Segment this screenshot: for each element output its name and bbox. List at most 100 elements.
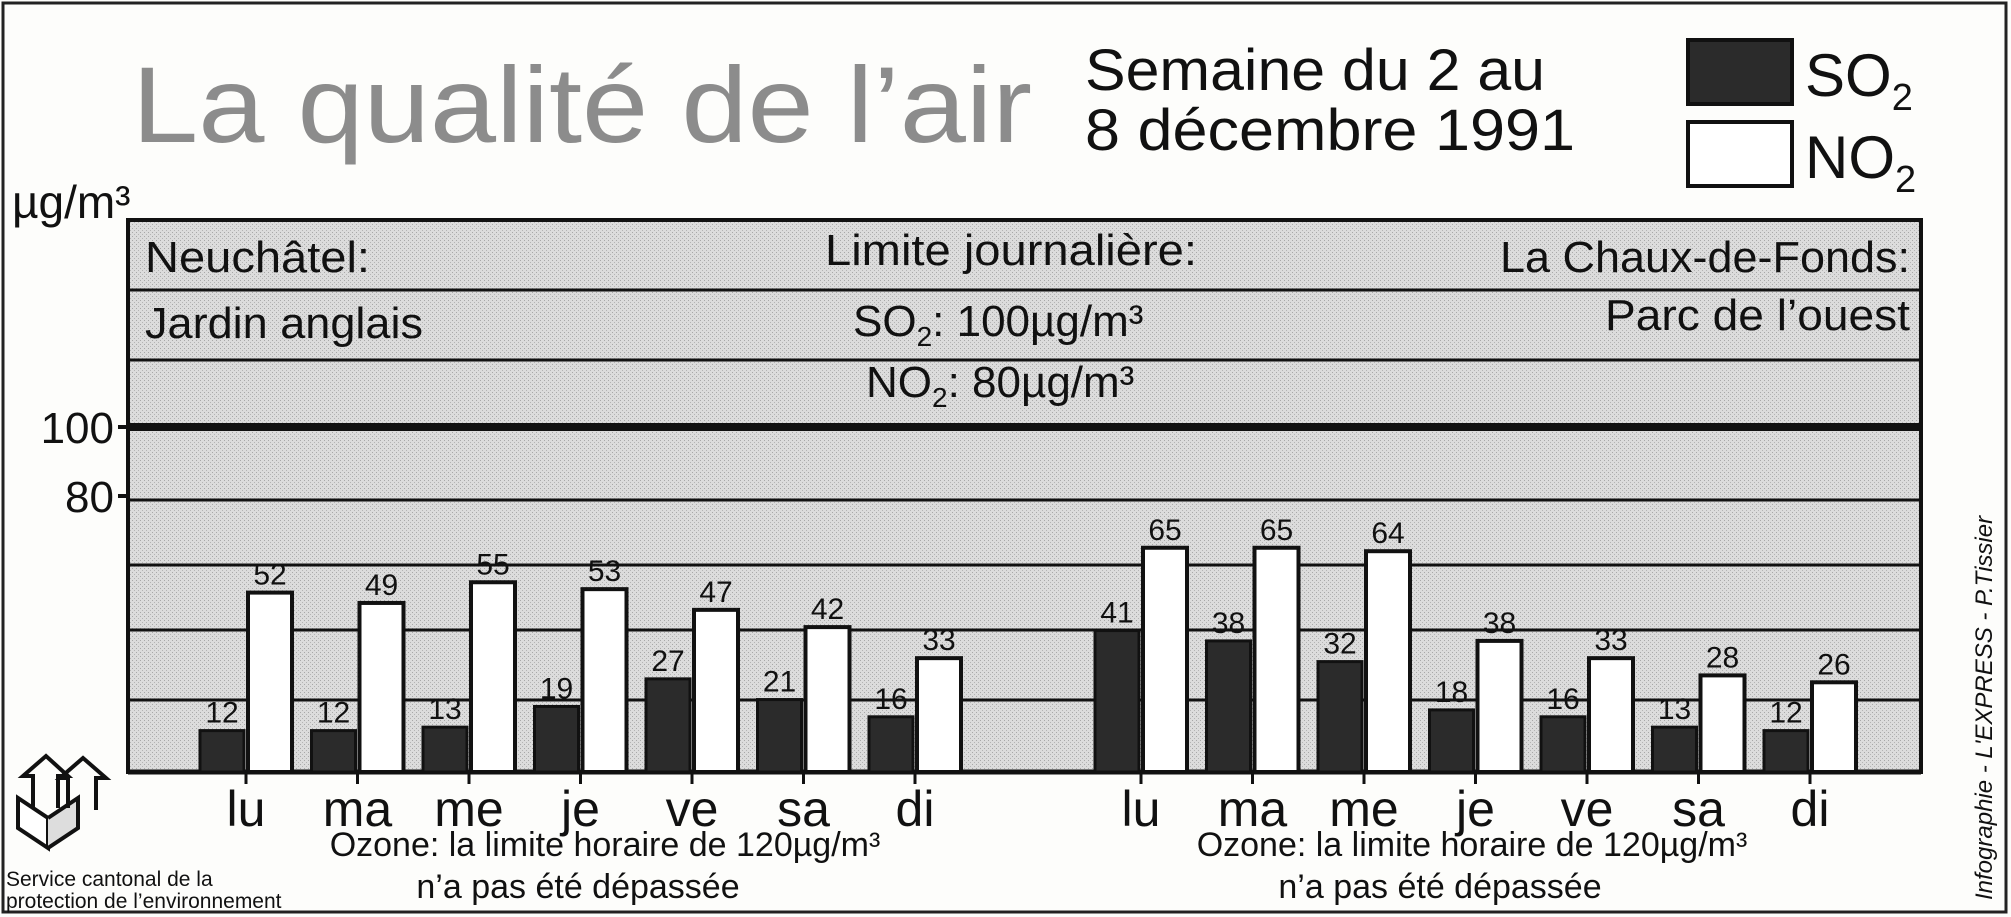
x-label-1-je: je [1454, 781, 1495, 837]
x-label-0-me: me [434, 781, 503, 837]
bar-so2-0-lu [198, 729, 246, 774]
bar-so2-0-ve [644, 677, 692, 774]
week-line-2: 8 décembre 1991 [1085, 98, 1575, 163]
value-label-so2-1-me: 32 [1323, 628, 1356, 661]
legend-swatch-so2 [1686, 38, 1794, 106]
ozone-note-neuchatel-line2: n’a pas été dépassée [416, 868, 739, 906]
bar-so2-0-ma [310, 729, 357, 774]
value-label-so2-1-ma: 38 [1212, 607, 1245, 640]
value-label-so2-1-sa: 13 [1658, 693, 1691, 726]
value-label-no2-0-ve: 47 [699, 576, 732, 609]
x-label-0-di: di [896, 781, 935, 837]
x-label-0-sa: sa [777, 781, 830, 837]
bar-no2-0-je [580, 587, 629, 775]
legend-label-so2: SO2 [1805, 42, 1913, 119]
value-label-no2-1-sa: 28 [1706, 641, 1739, 674]
x-label-0-ve: ve [666, 781, 719, 837]
bar-so2-0-di [867, 715, 915, 774]
ozone-note-chaux-line1: Ozone: la limite horaire de 120µg/m³ [1197, 826, 1748, 864]
value-label-no2-1-je: 38 [1483, 607, 1516, 640]
y-tick-label-80: 80 [65, 473, 114, 522]
ozone-note-chaux-line2: n’a pas été dépassée [1278, 868, 1601, 906]
bar-so2-1-sa [1651, 725, 1698, 774]
value-label-no2-1-lu: 65 [1148, 514, 1181, 547]
bar-no2-1-ma [1252, 545, 1301, 774]
y-axis-unit: µg/m³ [12, 176, 131, 228]
left-station-site: Jardin anglais [145, 299, 423, 348]
credit-vertical: Infographie - L'EXPRESS - P.Tissier [1971, 515, 1998, 900]
bar-no2-0-me [469, 580, 517, 774]
bar-so2-1-ve [1539, 715, 1587, 774]
x-label-0-je: je [559, 781, 600, 837]
bar-no2-1-me [1364, 549, 1412, 775]
bar-so2-1-me [1316, 660, 1364, 774]
right-station-city: La Chaux-de-Fonds: [1500, 233, 1910, 282]
bar-so2-1-je [1428, 708, 1475, 774]
bar-no2-1-lu [1141, 545, 1189, 774]
limit-no2: NO2: 80µg/m³ [866, 358, 1134, 413]
bar-no2-0-ma [357, 600, 406, 775]
value-label-so2-1-je: 18 [1435, 676, 1468, 709]
value-label-so2-0-lu: 12 [205, 697, 238, 730]
bar-no2-1-je [1475, 638, 1524, 775]
value-label-so2-1-di: 12 [1769, 697, 1802, 730]
limit-so2: SO2: 100µg/m³ [853, 297, 1143, 352]
legend-label-no2: NO2 [1805, 124, 1916, 201]
ozone-note-neuchatel-line1: Ozone: la limite horaire de 120µg/m³ [330, 826, 881, 864]
bar-no2-0-ve [692, 607, 740, 774]
bar-so2-0-me [421, 725, 469, 774]
bar-no2-0-di [915, 656, 963, 775]
week-line-1: Semaine du 2 au [1085, 38, 1545, 103]
value-label-no2-1-ma: 65 [1260, 514, 1293, 547]
value-label-no2-0-me: 55 [476, 548, 509, 581]
value-label-no2-1-ve: 33 [1594, 624, 1627, 657]
value-label-so2-0-sa: 21 [763, 666, 796, 699]
page-title: La qualité de l’air [132, 44, 1032, 165]
y-tick-label-100: 100 [41, 404, 114, 453]
value-label-no2-0-di: 33 [922, 624, 955, 657]
bar-so2-1-ma [1205, 639, 1252, 774]
value-label-no2-0-je: 53 [588, 555, 621, 588]
value-label-no2-0-ma: 49 [365, 569, 398, 602]
agency-logo-icon [16, 753, 112, 852]
x-label-0-lu: lu [227, 781, 266, 837]
bar-no2-1-ve [1587, 656, 1635, 775]
value-label-no2-1-me: 64 [1371, 517, 1404, 550]
x-axis-labels: lu ma me je ve sa di lu ma me je ve sa di [227, 772, 1830, 837]
value-label-so2-1-lu: 41 [1100, 597, 1133, 630]
agency-line-1: Service cantonal de la [6, 868, 213, 891]
value-label-no2-0-sa: 42 [811, 593, 844, 626]
x-label-1-me: me [1329, 781, 1398, 837]
value-label-so2-0-ve: 27 [651, 645, 684, 678]
bar-so2-1-di [1762, 729, 1810, 774]
bar-so2-0-sa [756, 698, 803, 774]
x-label-1-ve: ve [1561, 781, 1614, 837]
legend: SO2 NO2 [1686, 38, 1916, 201]
value-label-so2-0-di: 16 [874, 683, 907, 716]
limits-title: Limite journalière: [825, 226, 1197, 275]
right-station-site: Parc de l’ouest [1605, 291, 1910, 340]
agency-line-2: protection de l’environnement [6, 890, 282, 913]
x-label-1-ma: ma [1218, 781, 1288, 837]
left-station-city: Neuchâtel: [145, 233, 370, 282]
value-label-so2-0-ma: 12 [317, 697, 350, 730]
bar-no2-0-sa [803, 625, 852, 774]
x-label-1-di: di [1791, 781, 1830, 837]
x-label-1-sa: sa [1672, 781, 1725, 837]
bar-so2-0-je [533, 704, 580, 774]
value-label-so2-1-ve: 16 [1546, 683, 1579, 716]
bars: 12 52 12 49 13 55 19 53 27 47 21 42 16 33 41 65 38 65 32 64… [198, 514, 1858, 775]
bar-no2-1-sa [1698, 673, 1747, 775]
bar-no2-1-di [1810, 680, 1858, 774]
bar-no2-0-lu [246, 590, 294, 774]
x-label-1-lu: lu [1122, 781, 1161, 837]
value-label-no2-0-lu: 52 [253, 559, 286, 592]
bar-so2-1-lu [1093, 629, 1141, 774]
value-label-so2-0-je: 19 [540, 672, 573, 705]
legend-swatch-no2 [1686, 120, 1794, 188]
x-label-0-ma: ma [323, 781, 393, 837]
value-label-no2-1-di: 26 [1817, 648, 1850, 681]
